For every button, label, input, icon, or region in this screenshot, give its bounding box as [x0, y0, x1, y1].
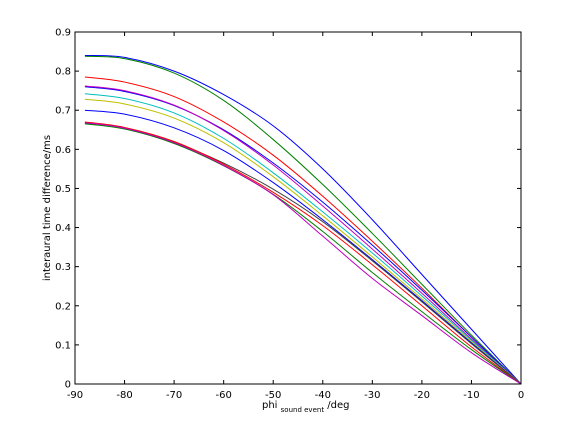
y-tick-label: 0 [65, 380, 71, 391]
y-tick-label: 0.9 [55, 28, 71, 39]
x-tick-label: -40 [315, 390, 331, 401]
series-line-4 [84, 86, 522, 385]
x-tick-label: -90 [67, 390, 83, 401]
series-line-10 [84, 121, 522, 385]
series-line-11 [84, 123, 522, 385]
series-line-5 [84, 85, 522, 385]
y-tick-label: 0.6 [55, 145, 71, 156]
series-line-3 [84, 76, 522, 385]
x-tick-label: -80 [116, 390, 132, 401]
y-tick-label: 0.1 [55, 340, 71, 351]
y-axis-label: interaural time difference/ms [42, 135, 53, 281]
series-line-1 [84, 54, 522, 385]
x-axis-label-suffix: /deg [327, 400, 349, 411]
x-axis-label-subscript: sound event [281, 406, 325, 414]
x-tick-label: -10 [463, 390, 479, 401]
y-tick-label: 0.7 [55, 106, 71, 117]
series-line-2 [84, 55, 522, 385]
x-tick-label: -60 [215, 390, 231, 401]
x-tick-label: 0 [518, 390, 524, 401]
x-axis-label: phi sound event /deg [262, 400, 349, 415]
x-tick-label: -70 [166, 390, 182, 401]
y-tick-label: 0.2 [55, 301, 71, 312]
x-tick-label: -30 [364, 390, 380, 401]
y-tick-label: 0.4 [55, 223, 71, 234]
x-axis-label-main: phi [262, 400, 277, 411]
series-layer [84, 54, 522, 385]
y-tick-label: 0.8 [55, 67, 71, 78]
series-line-6 [84, 93, 522, 385]
series-line-8 [84, 109, 522, 385]
series-line-12 [84, 122, 522, 385]
x-tick-label: -20 [414, 390, 430, 401]
ticks-layer: -90 -80 -70 -60 -50 -40 -30 -20 -10 0 0 0.1 0.2 0.3 0.… [55, 28, 524, 402]
y-tick-label: 0.3 [55, 262, 71, 273]
x-tick-label: -50 [265, 390, 281, 401]
y-tick-label: 0.5 [55, 184, 71, 195]
series-line-7 [84, 98, 522, 385]
